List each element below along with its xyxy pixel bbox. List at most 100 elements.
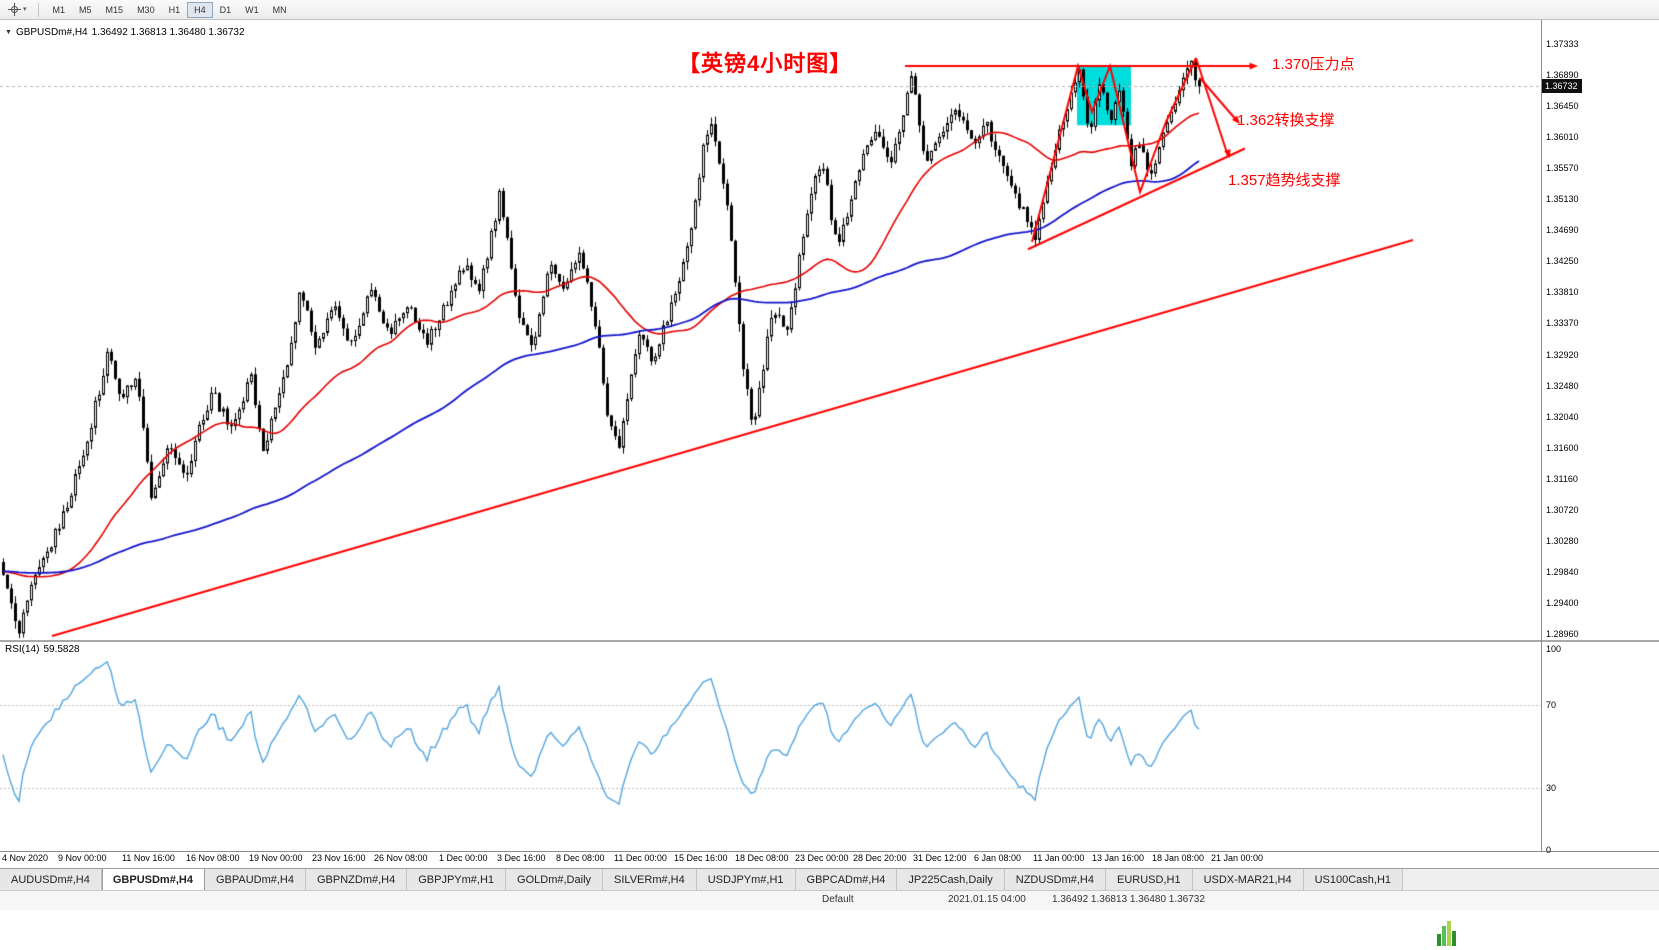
chart-tab-usdx-mar21-h4[interactable]: USDX-MAR21,H4 <box>1192 869 1304 890</box>
time-tick: 11 Dec 00:00 <box>614 853 667 863</box>
time-tick: 15 Dec 16:00 <box>674 853 728 863</box>
price-tick: 1.28960 <box>1546 628 1579 639</box>
time-tick: 6 Jan 08:00 <box>974 853 1022 863</box>
timeframe-button-w1[interactable]: W1 <box>238 2 266 18</box>
rsi-scale-tick: 30 <box>1546 782 1557 793</box>
price-tick: 1.32920 <box>1546 349 1579 360</box>
price-tick: 1.33810 <box>1546 287 1579 298</box>
chart-tab-gbpcadm-h4[interactable]: GBPCADm#,H4 <box>795 869 898 890</box>
chart-tab-bar: AUDUSDm#,H4 GBPUSDm#,H4 GBPAUDm#,H4 GBPNZDm… <box>0 868 1659 890</box>
chart-tab-gbpaudm-h4[interactable]: GBPAUDm#,H4 <box>204 869 306 890</box>
chart-tab-silverm-h4[interactable]: SILVERm#,H4 <box>603 869 697 890</box>
timeframe-button-mn[interactable]: MN <box>266 2 294 18</box>
chart-tab-gbpnzdm-h4[interactable]: GBPNZDm#,H4 <box>305 869 408 890</box>
price-tick: 1.34690 <box>1546 225 1579 236</box>
bottom-strip <box>0 910 1659 950</box>
price-tick: 1.31600 <box>1546 442 1579 453</box>
time-tick: 1 Dec 00:00 <box>439 853 488 863</box>
timeframe-buttons: M1 M5 M15 M30 H1 H4 D1 W1 MN <box>46 0 294 19</box>
price-tick: 1.31160 <box>1546 473 1578 484</box>
chart-symbol-period: GBPUSDm#,H4 <box>15 27 88 38</box>
rsi-indicator-label: RSI(14) 59.5828 <box>5 644 84 655</box>
timeframe-button-m15[interactable]: M15 <box>99 2 131 18</box>
annotation-trendline-support-label: 1.357趋势线支撑 <box>1228 172 1341 189</box>
timeframe-button-d1[interactable]: D1 <box>213 2 239 18</box>
rsi-scale-tick: 100 <box>1546 644 1562 654</box>
time-tick: 4 Nov 2020 <box>2 853 49 863</box>
annotation-pivot-support-label: 1.362转换支撑 <box>1237 112 1335 129</box>
price-tick: 1.29840 <box>1546 566 1579 577</box>
price-tick: 1.35130 <box>1546 194 1579 205</box>
status-bar: Default 2021.01.15 04:00 1.36492 1.36813… <box>0 890 1659 910</box>
price-tick: 1.30280 <box>1546 535 1579 546</box>
price-axis-border <box>1541 20 1542 851</box>
chart-ohlc-header: ▼ GBPUSDm#,H4 1.36492 1.36813 1.36480 1.36… <box>5 27 249 38</box>
one-click-trading-arrow[interactable]: ▼ <box>5 29 12 36</box>
time-tick: 31 Dec 12:00 <box>913 853 967 863</box>
annotation-chart-title: 【英镑4小时图】 <box>678 51 853 76</box>
rsi-scale-tick: 70 <box>1546 700 1557 711</box>
timeframe-button-h1[interactable]: H1 <box>162 2 188 18</box>
time-tick: 8 Dec 08:00 <box>556 853 605 863</box>
rsi-scale-tick: 0 <box>1546 845 1552 855</box>
status-bar-datetime: 2021.01.15 04:00 <box>948 894 1026 905</box>
price-tick: 1.36890 <box>1546 70 1579 81</box>
time-axis-border <box>0 851 1659 852</box>
time-tick: 28 Dec 20:00 <box>853 853 907 863</box>
timeframe-button-m1[interactable]: M1 <box>46 2 73 18</box>
rsi-name: RSI(14) <box>5 644 40 655</box>
timeframe-button-m30[interactable]: M30 <box>130 2 162 18</box>
time-axis[interactable]: 4 Nov 2020 9 Nov 00:00 11 Nov 16:00 16 Nov … <box>0 853 1541 868</box>
histogram-icon <box>1437 921 1461 946</box>
price-tick: 1.32480 <box>1546 380 1579 391</box>
price-tick: 1.33370 <box>1546 318 1579 329</box>
status-bar-ohlc: 1.36492 1.36813 1.36480 1.36732 <box>1052 894 1205 905</box>
price-tick: 1.36450 <box>1546 101 1579 112</box>
time-tick: 11 Nov 16:00 <box>122 853 175 863</box>
price-tick: 1.36010 <box>1546 132 1579 143</box>
current-price-badge: 1.36732 <box>1542 79 1582 94</box>
annotation-resistance-label: 1.370压力点 <box>1272 56 1355 73</box>
chart-tab-gbpusdm-h4[interactable]: GBPUSDm#,H4 <box>101 869 205 890</box>
price-tick: 1.32040 <box>1546 411 1579 422</box>
top-toolbar: ▾ M1 M5 M15 M30 H1 H4 D1 W1 MN <box>0 0 1659 20</box>
time-tick: 18 Dec 08:00 <box>735 853 789 863</box>
chart-tab-goldm-daily[interactable]: GOLDm#,Daily <box>506 869 604 890</box>
chart-rsi-splitter[interactable] <box>0 640 1659 642</box>
time-tick: 9 Nov 00:00 <box>58 853 107 863</box>
chart-tab-usdjpym-h1[interactable]: USDJPYm#,H1 <box>696 869 796 890</box>
chevron-down-icon: ▾ <box>23 6 27 13</box>
chart-tab-eurusd-h1[interactable]: EURUSD,H1 <box>1106 869 1193 890</box>
cursor-tool-button[interactable]: ▾ <box>4 1 31 18</box>
time-tick: 26 Nov 08:00 <box>374 853 428 863</box>
rsi-value: 59.5828 <box>43 644 80 655</box>
chart-tab-us100cash-h1[interactable]: US100Cash,H1 <box>1303 869 1404 890</box>
price-tick: 1.37333 <box>1546 39 1579 49</box>
time-tick: 13 Jan 16:00 <box>1092 853 1145 863</box>
crosshair-icon <box>8 3 21 16</box>
timeframe-button-h4[interactable]: H4 <box>187 1 213 18</box>
chart-tab-gbpjpym-h1[interactable]: GBPJPYm#,H1 <box>407 869 507 890</box>
price-axis[interactable]: 1.37333 1.36890 1.36450 1.36010 1.35570 1.351… <box>1541 20 1659 855</box>
time-tick: 18 Jan 08:00 <box>1152 853 1205 863</box>
chart-ohlc-values: 1.36492 1.36813 1.36480 1.36732 <box>91 27 245 38</box>
chart-tab-audusdm-h4[interactable]: AUDUSDm#,H4 <box>0 869 102 890</box>
time-tick: 21 Jan 00:00 <box>1211 853 1264 863</box>
price-tick: 1.34250 <box>1546 256 1579 267</box>
timeframe-button-m5[interactable]: M5 <box>72 2 99 18</box>
price-tick: 1.29400 <box>1546 597 1579 608</box>
chart-tab-jp225cash-daily[interactable]: JP225Cash,Daily <box>897 869 1005 890</box>
chart-tab-nzdusdm-h4[interactable]: NZDUSDm#,H4 <box>1004 869 1106 890</box>
status-profile: Default <box>822 894 854 905</box>
chart-region: ▼ GBPUSDm#,H4 1.36492 1.36813 1.36480 1.36… <box>0 20 1659 868</box>
price-tick: 1.35570 <box>1546 163 1579 174</box>
time-tick: 16 Nov 08:00 <box>186 853 240 863</box>
toolbar-separator <box>37 2 39 17</box>
time-tick: 23 Nov 16:00 <box>312 853 366 863</box>
price-tick: 1.30720 <box>1546 504 1579 515</box>
time-tick: 23 Dec 00:00 <box>795 853 849 863</box>
price-chart-canvas[interactable] <box>0 20 1659 868</box>
time-tick: 11 Jan 00:00 <box>1033 853 1085 863</box>
time-tick: 3 Dec 16:00 <box>497 853 546 863</box>
